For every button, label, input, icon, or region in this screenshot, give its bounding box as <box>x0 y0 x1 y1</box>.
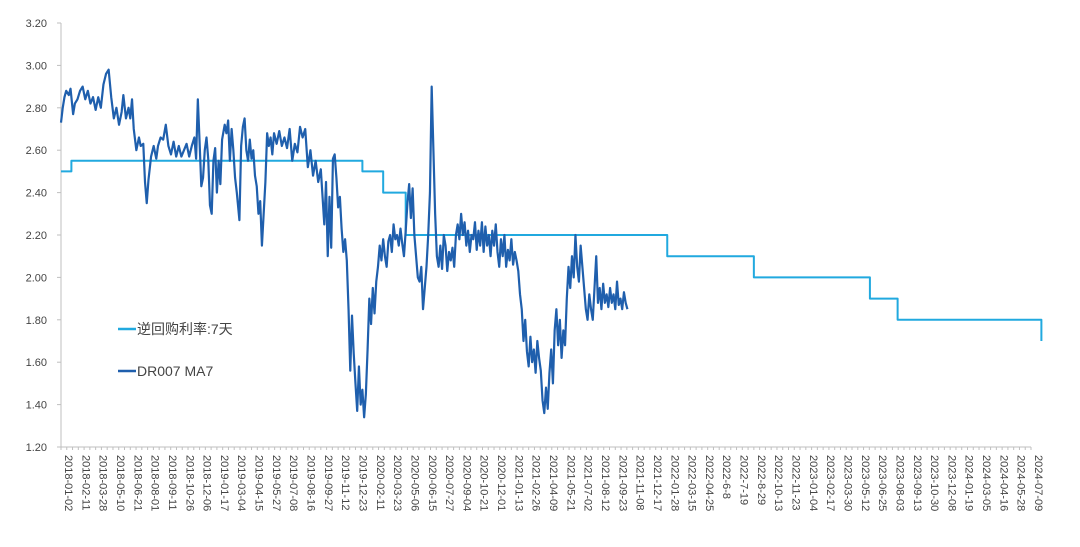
x-tick-label: 2022-6-8 <box>720 455 732 499</box>
x-tick-label: 2021-01-13 <box>512 455 524 511</box>
x-axis-ticks: 2018-01-02 2018-02-11 2018-03-28 2018-05-10… <box>60 447 1044 511</box>
x-tick-label: 2023-06-25 <box>876 455 888 511</box>
x-tick-label: 2019-08-16 <box>305 455 317 511</box>
y-tick-label: 2.60 <box>26 145 47 157</box>
x-tick-label: 2024-04-16 <box>997 455 1009 511</box>
x-tick-label: 2018-01-02 <box>62 455 74 511</box>
x-tick-label: 2023-12-08 <box>945 455 957 511</box>
y-tick-label: 1.40 <box>26 400 47 412</box>
legend-label: DR007 MA7 <box>137 363 213 379</box>
x-tick-label: 2018-12-06 <box>201 455 213 511</box>
x-tick-label: 2019-03-04 <box>235 455 247 511</box>
x-tick-label: 2018-03-28 <box>97 455 109 511</box>
y-tick-label: 2.40 <box>26 188 47 200</box>
y-axis-ticks: 1.20 1.40 1.60 1.80 2.00 2.20 2.40 2.60 2.80 3.00… <box>26 18 61 454</box>
x-tick-label: 2019-07-08 <box>287 455 299 511</box>
y-tick-label: 1.20 <box>26 442 47 454</box>
x-tick-label: 2021-05-21 <box>564 455 576 511</box>
x-tick-label: 2018-09-11 <box>166 455 178 510</box>
x-tick-label: 2024-07-09 <box>1032 455 1044 511</box>
x-tick-label: 2021-09-23 <box>616 455 628 511</box>
x-tick-label: 2020-12-01 <box>495 455 507 511</box>
x-tick-label: 2018-10-26 <box>183 455 195 511</box>
x-tick-label: 2023-10-30 <box>928 455 940 511</box>
x-tick-label: 2022-8-29 <box>755 455 767 505</box>
y-tick-label: 1.60 <box>26 357 47 369</box>
x-tick-label: 2023-09-13 <box>911 455 923 511</box>
x-tick-label: 2023-08-03 <box>893 455 905 511</box>
x-tick-label: 2018-05-10 <box>114 455 126 511</box>
x-tick-label: 2020-09-04 <box>460 455 472 511</box>
x-tick-label: 2022-01-28 <box>668 455 680 511</box>
x-tick-label: 2020-06-15 <box>426 455 438 511</box>
x-tick-label: 2023-01-04 <box>807 455 819 511</box>
y-tick-label: 2.00 <box>26 272 47 284</box>
x-tick-label: 2019-12-23 <box>356 455 368 511</box>
y-tick-label: 3.00 <box>26 60 47 72</box>
x-tick-label: 2019-09-27 <box>322 455 334 511</box>
y-tick-label: 2.20 <box>26 230 47 242</box>
series-lines <box>59 68 1043 419</box>
x-tick-label: 2021-07-02 <box>582 455 594 511</box>
x-tick-label: 2021-08-12 <box>599 455 611 511</box>
x-tick-label: 2021-04-09 <box>547 455 559 511</box>
x-tick-label: 2019-01-17 <box>218 455 230 511</box>
x-tick-label: 2023-05-12 <box>859 455 871 511</box>
series-reverse-repo-7d <box>61 159 1043 341</box>
x-tick-label: 2022-04-25 <box>703 455 715 511</box>
x-tick-label: 2024-03-05 <box>980 455 992 511</box>
x-tick-label: 2020-02-11 <box>374 455 386 510</box>
x-tick-label: 2018-08-01 <box>149 455 161 511</box>
x-tick-label: 2024-05-28 <box>1015 455 1027 511</box>
x-tick-label: 2021-02-26 <box>530 455 542 511</box>
x-tick-label: 2020-10-21 <box>478 455 490 511</box>
x-tick-label: 2018-02-11 <box>79 455 91 510</box>
legend: 逆回购利率:7天 DR007 MA7 <box>118 321 233 379</box>
x-tick-label: 2023-03-30 <box>841 455 853 511</box>
x-tick-label: 2022-10-13 <box>772 455 784 511</box>
legend-label: 逆回购利率:7天 <box>137 321 233 337</box>
x-tick-label: 2019-05-27 <box>270 455 282 511</box>
x-tick-label: 2020-03-23 <box>391 455 403 511</box>
x-tick-label: 2021-11-08 <box>634 455 646 510</box>
x-tick-label: 2022-7-19 <box>738 455 750 505</box>
series-dr007-ma7 <box>59 68 629 419</box>
x-tick-label: 2024-01-19 <box>963 455 975 511</box>
x-tick-label: 2021-12-17 <box>651 455 663 511</box>
x-tick-label: 2023-02-17 <box>824 455 836 511</box>
x-tick-label: 2022-11-23 <box>790 455 802 510</box>
x-tick-label: 2020-07-27 <box>443 455 455 511</box>
x-tick-label: 2018-06-21 <box>131 455 143 511</box>
x-tick-label: 2019-11-12 <box>339 455 351 510</box>
x-tick-label: 2022-03-15 <box>686 455 698 511</box>
y-tick-label: 2.80 <box>26 103 47 115</box>
y-tick-label: 3.20 <box>26 18 47 30</box>
x-tick-label: 2020-05-06 <box>408 455 420 511</box>
y-tick-label: 1.80 <box>26 315 47 327</box>
x-tick-label: 2019-04-15 <box>253 455 265 511</box>
